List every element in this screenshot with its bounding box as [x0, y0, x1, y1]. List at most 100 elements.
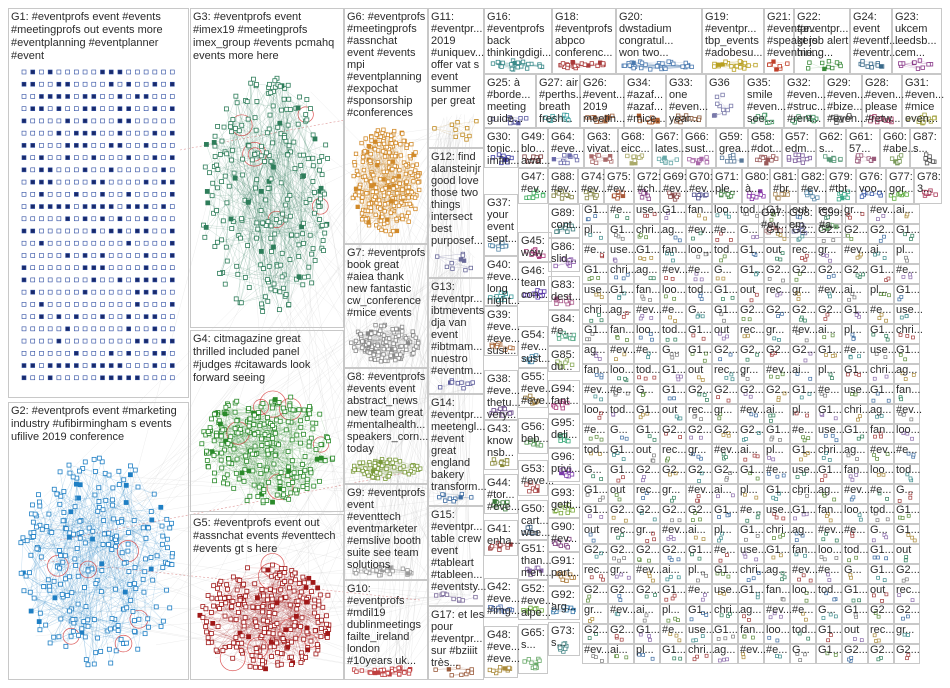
node-square	[152, 351, 158, 356]
node-square	[91, 265, 97, 270]
node-square	[301, 220, 306, 226]
node-square	[79, 626, 85, 632]
node-square	[135, 155, 140, 160]
node-square	[74, 314, 79, 319]
edge	[134, 567, 163, 584]
node-square	[56, 118, 62, 124]
edge	[238, 226, 302, 236]
edge	[270, 161, 296, 169]
node-square	[110, 485, 116, 491]
edge	[30, 555, 74, 632]
node-square	[117, 265, 123, 270]
node-square	[47, 640, 53, 646]
node-square	[93, 650, 99, 656]
edge	[43, 586, 74, 632]
node-square	[106, 530, 112, 536]
node-square	[30, 502, 35, 508]
edge	[135, 588, 167, 591]
node-square	[125, 541, 131, 547]
edge	[261, 146, 288, 155]
edge	[23, 590, 73, 620]
node-square	[83, 604, 89, 610]
node-square	[108, 338, 114, 344]
edge	[81, 557, 152, 629]
node-square	[169, 562, 175, 568]
node-square	[21, 277, 27, 283]
edge	[205, 166, 258, 230]
edge	[58, 506, 76, 637]
edge	[148, 536, 164, 628]
edge	[293, 141, 314, 182]
node-square	[30, 204, 36, 209]
edge	[130, 558, 146, 601]
node-square	[74, 216, 79, 222]
node-square	[91, 240, 97, 246]
edge	[273, 91, 296, 169]
node-square	[82, 81, 88, 87]
node-square	[152, 216, 158, 222]
node-square	[59, 591, 65, 597]
node-square	[82, 204, 88, 209]
node-square	[169, 520, 174, 526]
node-square	[47, 81, 53, 87]
node-square	[126, 363, 131, 368]
node-square	[135, 240, 140, 246]
node-square	[91, 130, 97, 136]
edge	[48, 513, 89, 570]
edge	[270, 235, 292, 290]
node-square	[60, 559, 66, 565]
node-square	[70, 617, 76, 622]
edge	[233, 172, 299, 257]
node-square	[91, 277, 97, 283]
node-square	[56, 179, 62, 185]
node-square	[267, 81, 272, 87]
node-square	[130, 608, 136, 614]
node-square	[152, 143, 158, 148]
node-square	[152, 338, 158, 344]
node-square	[100, 265, 105, 270]
node-square	[100, 351, 105, 356]
edge	[94, 619, 149, 628]
edge	[268, 225, 323, 283]
node-square	[169, 143, 175, 148]
node-square	[126, 192, 131, 197]
node-square	[135, 228, 140, 234]
edge	[115, 527, 148, 651]
node-square	[126, 167, 131, 173]
node-square	[100, 277, 105, 283]
node-square	[63, 576, 68, 582]
node-square	[39, 192, 44, 197]
node-square	[143, 351, 149, 356]
node-square	[161, 94, 166, 99]
node-square	[82, 375, 88, 381]
node-square	[58, 493, 64, 499]
edge	[220, 273, 271, 290]
node-square	[169, 265, 175, 270]
node-square	[108, 204, 114, 209]
node-square	[51, 634, 57, 640]
edge	[23, 590, 61, 620]
node-square	[92, 469, 98, 474]
node-square	[108, 277, 114, 283]
node-square	[119, 519, 124, 525]
edge	[36, 497, 78, 517]
edge	[84, 587, 136, 589]
node-square	[39, 351, 44, 356]
node-square	[56, 143, 62, 148]
node-square	[32, 511, 38, 517]
edge	[85, 542, 95, 665]
node-square	[82, 143, 88, 148]
node-square	[46, 511, 52, 517]
edge	[112, 505, 166, 563]
node-square	[39, 302, 44, 307]
node-square	[76, 632, 81, 638]
node-square	[47, 179, 53, 185]
node-square	[126, 326, 131, 332]
node-square	[39, 526, 45, 532]
edge	[83, 562, 127, 622]
node-square	[18, 570, 24, 576]
edge	[67, 499, 113, 596]
edge	[127, 527, 144, 552]
node-square	[30, 265, 36, 270]
node-square	[202, 164, 208, 170]
